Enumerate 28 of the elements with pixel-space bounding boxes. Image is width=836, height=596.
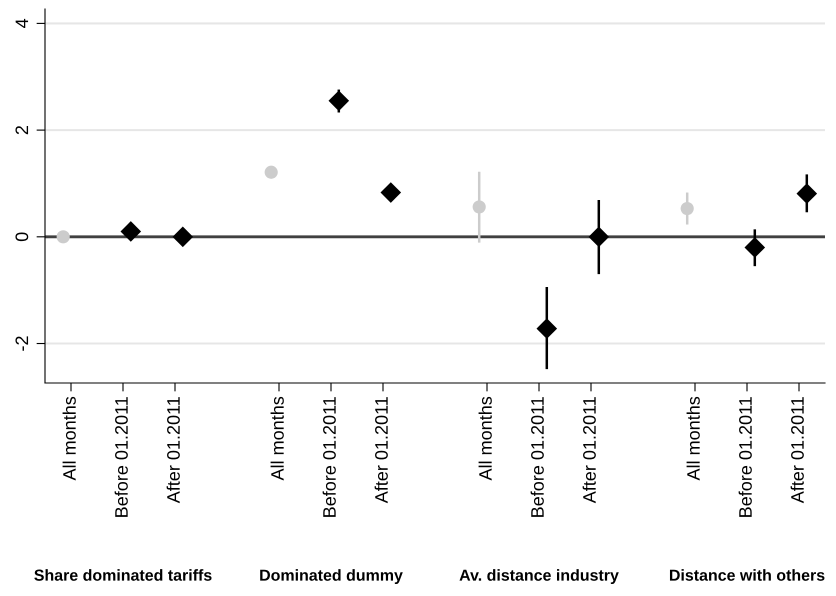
y-tick-label: 4: [16, 18, 28, 28]
point: [380, 182, 402, 203]
point: [172, 226, 194, 248]
point: [796, 183, 818, 204]
text: Av. distance industry: [460, 569, 619, 584]
x-tick-label: Before 01.2011: [530, 397, 544, 517]
x-tick-label: After 01.2011: [582, 397, 596, 504]
y-tick-label: -2: [15, 336, 28, 351]
x-tick-label: All months: [62, 396, 76, 480]
point: [328, 90, 350, 112]
x-tick-label: Before 01.2011: [738, 397, 752, 517]
x-tick-label: All months: [686, 396, 700, 480]
point: [588, 226, 610, 248]
text: Dominated dummy: [260, 569, 403, 584]
y-tick-label: 0: [15, 232, 28, 242]
y-tick-label: 2: [15, 126, 28, 134]
text: Distance with others: [670, 569, 824, 581]
x-tick-label: After 01.2011: [166, 397, 180, 504]
x-tick-label: After 01.2011: [790, 397, 804, 504]
point: [120, 221, 142, 242]
x-tick-label: After 01.2011: [374, 397, 388, 504]
x-tick-label: All months: [270, 396, 284, 480]
x-tick-label: All months: [478, 396, 492, 480]
point: [744, 237, 766, 258]
point: [536, 318, 558, 339]
x-tick-label: Before 01.2011: [322, 397, 336, 517]
text: Share dominated tariffs: [34, 569, 212, 581]
x-tick-label: Before 01.2011: [114, 397, 128, 517]
